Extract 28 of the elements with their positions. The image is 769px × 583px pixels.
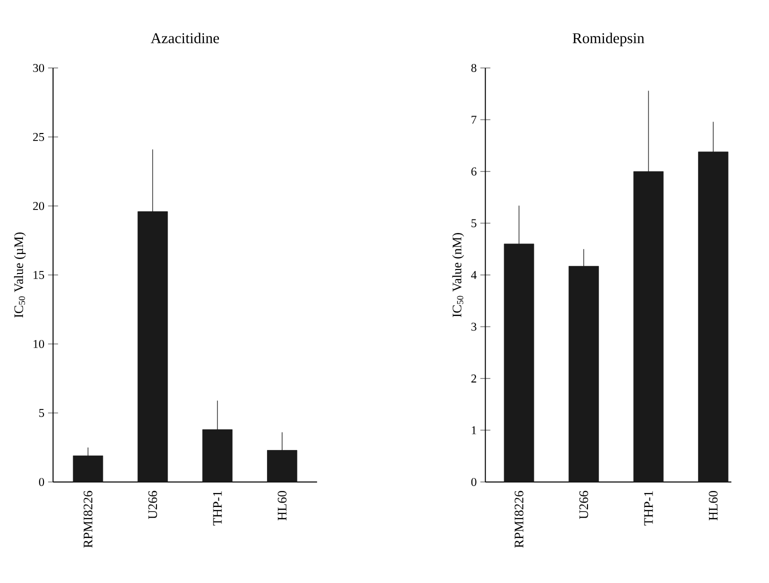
y-tick-label: 0 (39, 478, 44, 486)
y-tick-label: 2 (471, 374, 476, 382)
x-tick-label: THP-1 (644, 491, 653, 526)
y-tick-label: 20 (33, 202, 44, 210)
x-tick-label: HL60 (708, 490, 718, 520)
y-tick-label: 6 (471, 167, 476, 176)
y-tick-label: 5 (472, 219, 476, 228)
chart-title: Romidepsin (572, 32, 644, 46)
y-tick-label: 3 (471, 322, 476, 331)
y-tick-label: 8 (471, 64, 476, 72)
y-tick-label: 0 (471, 478, 476, 486)
y-tick-label: 30 (33, 64, 44, 72)
y-tick-label: 5 (39, 409, 44, 417)
y-axis-title: IC$_{50}$ Value (nM) (452, 233, 464, 318)
y-tick-label: 10 (34, 340, 44, 348)
x-tick-label: THP-1 (213, 491, 222, 526)
x-tick-label: RPMI8226 (84, 490, 92, 548)
x-tick-label: U266 (148, 490, 158, 520)
x-tick-label: HL60 (278, 491, 286, 520)
x-tick-label: U266 (579, 490, 588, 520)
y-axis-title: IC$_{50}$ Value (µM) (14, 232, 26, 318)
y-tick-label: 4 (471, 271, 477, 279)
x-tick-label: RPMI8226 (514, 490, 524, 548)
y-tick-label: 1 (472, 426, 476, 434)
y-tick-label: 7 (472, 116, 476, 124)
y-tick-label: 25 (33, 132, 44, 141)
chart-title: Azacitidine (150, 32, 219, 44)
y-tick-label: 15 (34, 270, 44, 279)
